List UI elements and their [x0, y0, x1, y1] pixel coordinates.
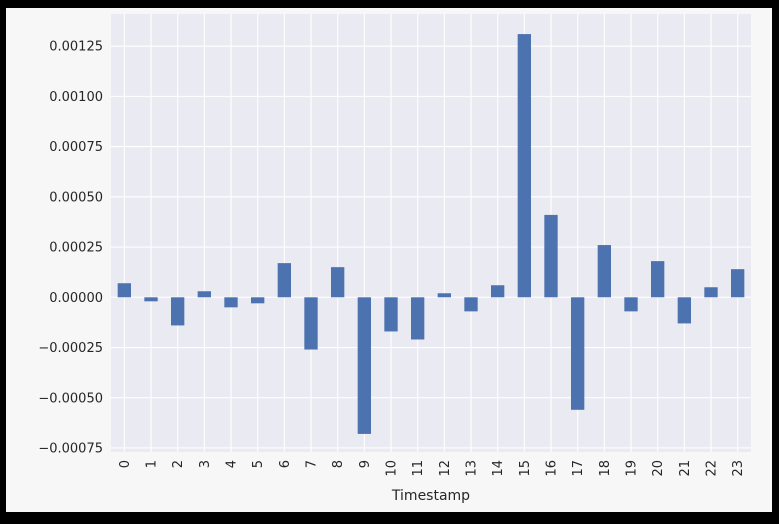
bar-20 [651, 261, 665, 298]
x-tick-label: 8 [331, 460, 346, 468]
bar-11 [411, 297, 425, 340]
x-tick-label: 11 [411, 460, 426, 477]
plot-area [111, 14, 751, 452]
y-tick-label: 0.00050 [49, 190, 103, 205]
x-tick-label: 13 [465, 460, 480, 477]
bar-12 [437, 293, 451, 298]
bar-1 [144, 297, 158, 302]
bar-23 [731, 269, 745, 298]
bar-6 [277, 263, 291, 298]
x-tick-label: 23 [731, 460, 746, 477]
x-tick-label: 1 [145, 460, 160, 468]
bar-22 [704, 287, 718, 298]
y-tick-label: −0.00050 [38, 391, 103, 406]
bars [117, 34, 745, 434]
y-tick-label: 0.00000 [49, 291, 103, 306]
x-tick-label: 21 [678, 460, 693, 477]
x-tick-label: 4 [225, 460, 240, 468]
bar-chart: −0.00075 −0.00050 −0.00025 0.00000 0.00025 0.… [38, 14, 751, 504]
bar-21 [677, 297, 691, 324]
y-tick-label: −0.00075 [38, 441, 103, 456]
x-tick-label: 7 [305, 460, 320, 468]
y-tick-labels: −0.00075 −0.00050 −0.00025 0.00000 0.00025 0.… [38, 40, 103, 457]
x-tick-label: 10 [385, 460, 400, 477]
x-tick-label: 12 [438, 460, 453, 477]
y-tick-label: 0.00025 [49, 241, 103, 256]
bar-19 [624, 297, 638, 312]
bar-2 [171, 297, 185, 326]
chart-frame: −0.00075 −0.00050 −0.00025 0.00000 0.00025 0.… [6, 8, 772, 512]
x-tick-label: 2 [171, 460, 186, 468]
bar-16 [544, 214, 558, 298]
y-tick-label: 0.00075 [49, 140, 103, 155]
bar-15 [517, 34, 531, 298]
x-tick-label: 22 [705, 460, 720, 477]
bar-17 [571, 297, 585, 410]
bar-4 [224, 297, 238, 308]
x-tick-label: 14 [491, 460, 506, 477]
bar-18 [597, 245, 611, 298]
x-tick-label: 15 [518, 460, 533, 477]
bar-8 [331, 267, 345, 298]
x-tick-labels: 0 1 2 3 4 5 6 7 8 9 10 11 12 13 14 15 16 17 18 19 20 21 22 23 [118, 460, 746, 477]
x-tick-label: 0 [118, 460, 133, 468]
bar-5 [251, 297, 265, 304]
bar-9 [357, 297, 371, 434]
bar-10 [384, 297, 398, 332]
y-tick-label: 0.00100 [49, 90, 103, 105]
x-tick-label: 18 [598, 460, 613, 477]
x-tick-label: 6 [278, 460, 293, 468]
x-tick-label: 5 [251, 460, 266, 468]
bar-3 [197, 291, 211, 298]
x-tick-label: 3 [198, 460, 213, 468]
bar-13 [464, 297, 478, 312]
x-tick-label: 9 [358, 460, 373, 468]
y-tick-label: 0.00125 [49, 40, 103, 55]
x-axis-label: Timestamp [391, 488, 470, 504]
x-tick-label: 17 [571, 460, 586, 477]
bar-0 [117, 283, 131, 298]
x-tick-label: 16 [545, 460, 560, 477]
bar-7 [304, 297, 318, 350]
x-tick-label: 19 [625, 460, 640, 477]
y-tick-label: −0.00025 [38, 341, 103, 356]
bar-14 [491, 285, 505, 298]
x-tick-label: 20 [651, 460, 666, 477]
